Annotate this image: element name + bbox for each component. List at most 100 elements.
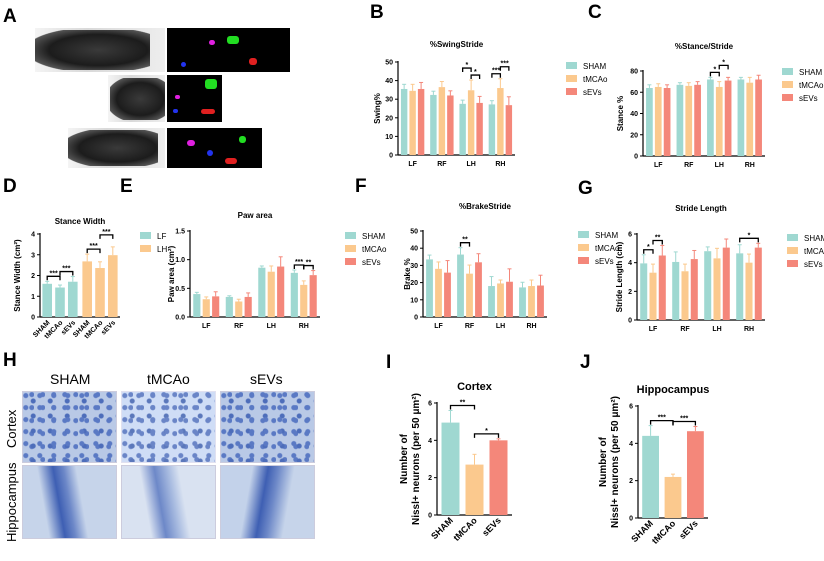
bar-b-rf-tmcao bbox=[438, 87, 446, 155]
chart-title-j: Hippocampus bbox=[637, 384, 710, 396]
y-axis-label-d: Stance Width (cm²) bbox=[13, 239, 22, 312]
significance-bracket-g bbox=[643, 249, 654, 254]
y-tick-label-g: 2 bbox=[628, 289, 632, 296]
x-tick-label-c: RF bbox=[684, 162, 694, 169]
bar-j-x-sevs bbox=[687, 431, 704, 518]
y-tick-label-c: 80 bbox=[630, 69, 638, 76]
x-tick-label-b: LH bbox=[466, 161, 475, 168]
bar-g-rf-tmcao bbox=[681, 271, 689, 320]
bar-i-x-sham bbox=[441, 422, 460, 515]
bar-e-rf-sevs bbox=[244, 296, 252, 317]
paw-print-image bbox=[167, 28, 290, 72]
significance-bracket-j bbox=[672, 420, 697, 426]
bar-g-lh-sevs bbox=[722, 247, 730, 320]
bar-e-lh-sham bbox=[258, 267, 266, 317]
x-tick-label-g: LH bbox=[712, 326, 721, 333]
mouse-photo bbox=[35, 28, 165, 72]
bar-c-rh-tmcao bbox=[746, 82, 754, 156]
legend-swatch-g bbox=[787, 260, 798, 267]
legend-swatch-f bbox=[578, 244, 589, 251]
legend-swatch-b bbox=[566, 75, 577, 82]
x-tick-label-j: sEVs bbox=[677, 518, 700, 541]
x-tick-label-c: RH bbox=[745, 162, 755, 169]
y-axis-label-c: Stance % bbox=[616, 96, 625, 132]
bar-e-rf-sham bbox=[225, 296, 233, 317]
y-tick-label-j: 2 bbox=[629, 478, 633, 485]
y-tick-label-c: 60 bbox=[630, 90, 638, 97]
column-title-sevs: sEVs bbox=[250, 371, 283, 387]
micrograph-hippocampus-tmcao bbox=[121, 465, 216, 539]
bar-f-rf-sham bbox=[457, 254, 464, 317]
significance-label-i: * bbox=[485, 428, 488, 435]
legend-label-f: SHAM bbox=[595, 231, 618, 240]
significance-bracket-c bbox=[718, 64, 729, 70]
significance-bracket-d bbox=[46, 275, 61, 281]
y-axis-label-j: Nissl+ neurons (per 50 μm²) bbox=[610, 396, 621, 528]
bar-d-lh-sevs bbox=[108, 255, 118, 317]
bar-f-lf-sham bbox=[426, 259, 433, 317]
chart-title-f: %BrakeStride bbox=[459, 202, 512, 211]
bar-j-x-tmcao bbox=[664, 476, 682, 518]
bar-c-lh-tmcao bbox=[715, 86, 723, 156]
bar-d-lh-tmcao bbox=[95, 268, 105, 317]
bar-b-rh-sevs bbox=[505, 105, 513, 155]
chart-title-d: Stance Width bbox=[55, 217, 106, 226]
bar-f-lf-tmcao bbox=[435, 268, 442, 317]
significance-label-d: *** bbox=[102, 229, 110, 236]
bar-b-rh-sham bbox=[488, 104, 496, 155]
legend-swatch-b bbox=[566, 88, 577, 95]
significance-label-c: * bbox=[722, 59, 725, 66]
significance-label-f: ** bbox=[462, 237, 468, 244]
bar-f-lh-tmcao bbox=[497, 283, 504, 317]
y-tick-label-b: 20 bbox=[385, 115, 393, 122]
y-axis-label-i: Number of bbox=[399, 433, 410, 484]
y-axis-label-i: Nissl+ neurons (per 50 μm²) bbox=[411, 393, 422, 525]
significance-label-j: *** bbox=[680, 416, 688, 423]
y-tick-label-d: 2 bbox=[31, 273, 35, 280]
legend-swatch-c bbox=[782, 68, 793, 75]
legend-swatch-c bbox=[782, 94, 793, 101]
x-tick-label-e: RH bbox=[299, 323, 309, 330]
legend-label-g: tMCAo bbox=[804, 247, 824, 256]
bar-g-rh-sevs bbox=[754, 247, 762, 320]
y-tick-label-e: 0.0 bbox=[175, 315, 185, 322]
x-tick-label-b: LF bbox=[408, 161, 417, 168]
legend-swatch-c bbox=[782, 81, 793, 88]
chart-title-g: Stride Length bbox=[675, 204, 727, 213]
y-tick-label-g: 4 bbox=[628, 260, 632, 267]
y-tick-label-e: 1.0 bbox=[175, 257, 185, 264]
y-axis-label-e: Paw area (cm²) bbox=[167, 245, 176, 302]
y-tick-label-d: 3 bbox=[31, 252, 35, 259]
bar-c-lf-tmcao bbox=[654, 86, 662, 156]
bar-f-rh-tmcao bbox=[528, 286, 535, 317]
bar-g-lf-tmcao bbox=[649, 272, 657, 320]
y-tick-label-b: 40 bbox=[385, 78, 393, 85]
legend-swatch-e bbox=[345, 245, 356, 252]
x-tick-label-i: SHAM bbox=[429, 515, 455, 541]
bar-b-rf-sham bbox=[430, 94, 437, 155]
legend-label-c: SHAM bbox=[799, 68, 822, 77]
bar-e-lf-sevs bbox=[212, 296, 220, 317]
legend-swatch-b bbox=[566, 62, 577, 69]
significance-bracket-g bbox=[739, 237, 759, 243]
panel-label-b: B bbox=[370, 2, 384, 23]
bar-e-rf-tmcao bbox=[235, 301, 243, 317]
y-tick-label-i: 4 bbox=[428, 438, 432, 445]
legend-label-e: SHAM bbox=[362, 232, 385, 241]
micrograph-hippocampus-sevs bbox=[220, 465, 315, 539]
bar-g-lf-sham bbox=[640, 263, 648, 320]
significance-bracket-b bbox=[491, 73, 502, 78]
x-tick-label-b: RF bbox=[437, 161, 447, 168]
paw-print-image bbox=[167, 75, 222, 122]
micrograph-cortex-sevs bbox=[220, 391, 315, 463]
significance-label-d: *** bbox=[50, 270, 58, 277]
y-tick-label-j: 6 bbox=[629, 404, 633, 411]
x-tick-label-g: RF bbox=[680, 326, 690, 333]
x-tick-label-f: RH bbox=[526, 323, 536, 330]
mouse-photo bbox=[68, 128, 165, 168]
x-tick-label-e: LH bbox=[267, 323, 276, 330]
significance-bracket-e bbox=[303, 264, 314, 270]
panel-label-a: A bbox=[3, 6, 17, 27]
legend-label-b: tMCAo bbox=[583, 75, 608, 84]
significance-label-b: *** bbox=[501, 61, 509, 68]
